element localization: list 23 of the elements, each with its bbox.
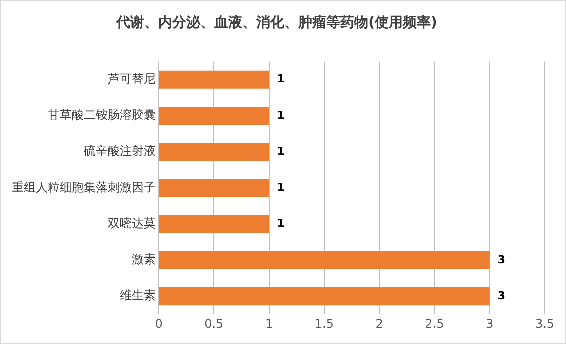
x-tick-label: 2 — [376, 316, 384, 331]
y-tick-label: 芦可替尼 — [108, 72, 156, 86]
x-tick-label: 0.5 — [204, 316, 224, 331]
x-tick-label: 2.5 — [425, 316, 444, 331]
chart-title: 代谢、内分泌、血液、消化、肿瘤等药物(使用频率) — [116, 14, 438, 32]
data-label: 1 — [277, 72, 285, 86]
data-label: 1 — [277, 181, 285, 194]
x-tick-label: 1 — [265, 316, 274, 331]
y-tick-label: 重组人粒细胞集落刺激因子 — [12, 180, 156, 194]
y-tick-label: 双嘧达莫 — [108, 216, 156, 230]
data-label: 3 — [498, 289, 506, 302]
data-label: 1 — [277, 144, 285, 158]
data-label: 3 — [498, 253, 506, 266]
y-tick-label: 维生素 — [120, 288, 156, 303]
x-tick-label: 0 — [155, 316, 163, 331]
y-tick-label: 激素 — [132, 252, 156, 267]
x-tick-label: 3.5 — [535, 316, 555, 331]
data-label: 1 — [277, 217, 285, 230]
y-tick-label: 硫辛酸注射液 — [84, 144, 156, 158]
y-tick-label: 甘草酸二铵肠溶胶囊 — [48, 108, 156, 122]
x-tick-label: 3 — [486, 316, 494, 331]
data-label: 1 — [277, 108, 285, 122]
x-tick-label: 1.5 — [314, 316, 334, 331]
